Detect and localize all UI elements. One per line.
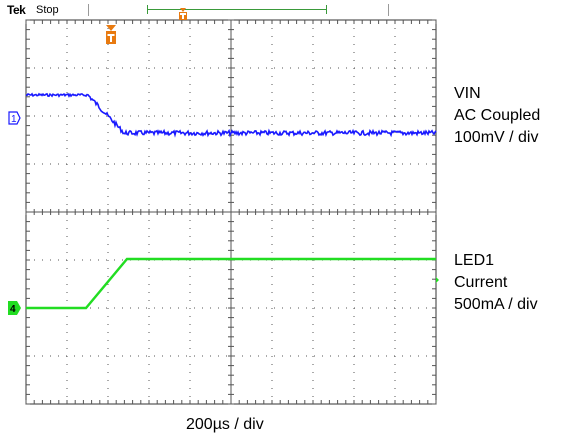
ch1-coupling: AC Coupled: [454, 107, 541, 124]
run-state-label: Stop: [36, 4, 59, 16]
ch4-label-block: LED1 Current 500mA / div: [454, 250, 538, 316]
timebase-label: 200µs / div: [186, 416, 264, 433]
ch1-scale: 100mV / div: [454, 129, 539, 146]
ch4-waveform: [26, 257, 436, 310]
trigger-marker-icon[interactable]: [106, 25, 116, 44]
ch1-name: VIN: [454, 85, 481, 102]
graticule: [25, 19, 437, 405]
ch4-marker-label: 4: [10, 304, 16, 315]
ch4-sub: Current: [454, 274, 508, 291]
ch4-ground-marker-icon[interactable]: 4: [8, 301, 21, 315]
ch1-marker-label: 1: [11, 114, 17, 125]
ch4-name: LED1: [454, 252, 495, 269]
trigger-level-icon: [436, 277, 439, 283]
trigger-position-icon[interactable]: [179, 8, 187, 20]
ch1-waveform: [25, 92, 437, 138]
brand-label: Tek: [7, 3, 26, 17]
record-end-marker: [326, 5, 327, 14]
ch1-ground-marker-icon[interactable]: 1: [8, 111, 21, 125]
ch1-label-block: VIN AC Coupled 100mV / div: [454, 83, 540, 149]
record-length-bar: [147, 9, 326, 10]
ch4-scale: 500mA / div: [454, 296, 538, 313]
divider: [88, 4, 89, 16]
divider: [388, 4, 389, 16]
status-bar: Tek Stop: [0, 0, 450, 20]
